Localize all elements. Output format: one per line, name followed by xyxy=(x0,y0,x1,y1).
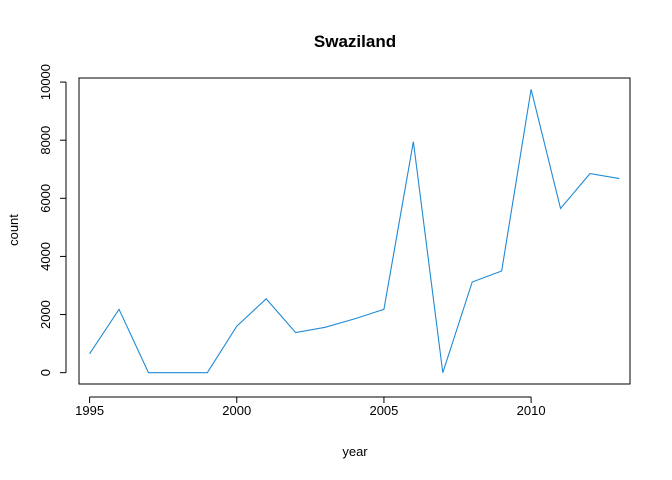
chart-title: Swaziland xyxy=(314,32,396,51)
x-tick-label: 2005 xyxy=(369,403,398,418)
x-tick-label: 2000 xyxy=(222,403,251,418)
series-layer xyxy=(89,89,620,374)
plot-frame xyxy=(78,77,631,385)
x-axis-label: year xyxy=(342,444,368,459)
x-tick-label: 1995 xyxy=(75,403,104,418)
y-tick-label: 4000 xyxy=(38,242,53,271)
y-axis: 0 2000 4000 6000 8000 10000 xyxy=(38,64,67,376)
y-tick-label: 8000 xyxy=(38,126,53,155)
x-axis: 1995 2000 2005 2010 xyxy=(75,396,546,418)
y-tick-label: 2000 xyxy=(38,300,53,329)
y-tick-label: 0 xyxy=(38,369,53,376)
x-tick-label: 2010 xyxy=(517,403,546,418)
y-tick-label: 10000 xyxy=(38,64,53,100)
series-line xyxy=(89,89,620,374)
y-tick-label: 6000 xyxy=(38,184,53,213)
y-axis-label: count xyxy=(6,214,21,246)
